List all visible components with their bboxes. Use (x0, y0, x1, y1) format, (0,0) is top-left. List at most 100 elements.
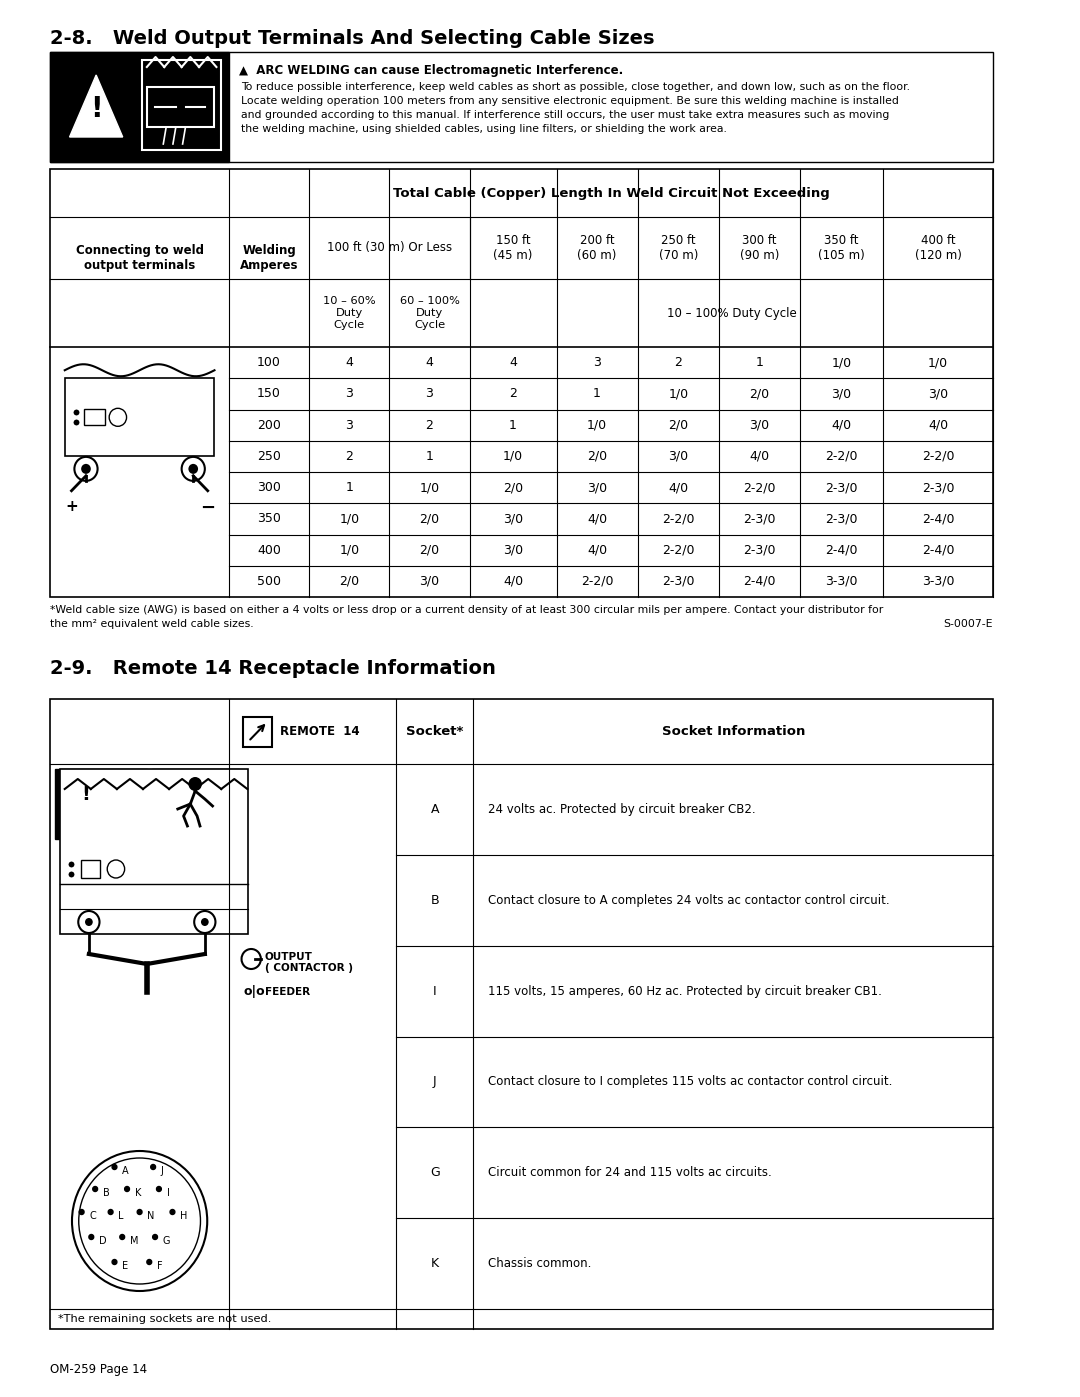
Text: 3/0: 3/0 (588, 481, 607, 495)
Text: 350 ft
(105 m): 350 ft (105 m) (819, 235, 865, 263)
Text: *The remaining sockets are not used.: *The remaining sockets are not used. (58, 1315, 271, 1324)
Bar (65, 379, 215, 457)
Text: 3/0: 3/0 (928, 387, 948, 401)
Circle shape (108, 1210, 113, 1214)
Text: 350: 350 (257, 513, 281, 525)
Text: 4/0: 4/0 (588, 513, 607, 525)
Text: 2-3/0: 2-3/0 (825, 513, 858, 525)
Text: 4/0: 4/0 (669, 481, 688, 495)
Text: 2: 2 (346, 450, 353, 462)
Text: OUTPUT: OUTPUT (265, 951, 312, 963)
Text: 4: 4 (509, 356, 517, 369)
Text: 400: 400 (257, 543, 281, 556)
Bar (81, 861, 100, 877)
Text: 3/0: 3/0 (750, 419, 769, 432)
Text: L: L (119, 1211, 124, 1221)
Text: K: K (135, 1187, 141, 1199)
Circle shape (147, 1260, 151, 1264)
Text: ( CONTACTOR ): ( CONTACTOR ) (265, 963, 353, 972)
Circle shape (124, 1186, 130, 1192)
Text: 3: 3 (346, 419, 353, 432)
Text: 1/0: 1/0 (339, 513, 360, 525)
Text: 2-4/0: 2-4/0 (922, 513, 955, 525)
Text: 4/0: 4/0 (588, 543, 607, 556)
Polygon shape (62, 773, 110, 805)
Text: 2/0: 2/0 (339, 576, 360, 588)
Circle shape (188, 464, 198, 474)
Text: J: J (433, 1076, 436, 1088)
Text: 4: 4 (346, 356, 353, 369)
Text: Welding
Amperes: Welding Amperes (240, 244, 298, 272)
Text: 1: 1 (593, 387, 602, 401)
Text: 10 – 60%
Duty
Cycle: 10 – 60% Duty Cycle (323, 296, 376, 330)
Text: OM-259 Page 14: OM-259 Page 14 (51, 1362, 147, 1376)
Text: 2-3/0: 2-3/0 (922, 481, 955, 495)
Text: N: N (147, 1211, 154, 1221)
Text: 400 ft
(120 m): 400 ft (120 m) (915, 235, 961, 263)
Text: C: C (90, 1211, 96, 1221)
Bar (151, 768, 239, 840)
Text: I: I (166, 1187, 170, 1199)
Text: 2-3/0: 2-3/0 (743, 513, 775, 525)
Text: 2/0: 2/0 (419, 513, 440, 525)
Text: 4/0: 4/0 (750, 450, 769, 462)
Text: 1/0: 1/0 (928, 356, 948, 369)
Text: 500: 500 (257, 576, 281, 588)
Text: REMOTE  14: REMOTE 14 (280, 725, 360, 738)
Bar (147, 87, 215, 127)
Text: 100 ft (30 m) Or Less: 100 ft (30 m) Or Less (327, 242, 451, 254)
Text: !: ! (90, 95, 103, 123)
Text: the mm² equivalent weld cable sizes.: the mm² equivalent weld cable sizes. (51, 619, 254, 629)
Text: Socket Information: Socket Information (662, 725, 805, 738)
Text: 1: 1 (756, 356, 764, 369)
Text: To reduce possible interference, keep weld cables as short as possible, close to: To reduce possible interference, keep we… (241, 82, 909, 92)
Circle shape (137, 1210, 143, 1214)
Text: G: G (163, 1236, 171, 1246)
Text: 250 ft
(70 m): 250 ft (70 m) (659, 235, 698, 263)
Text: 2-4/0: 2-4/0 (825, 543, 858, 556)
Text: 2-3/0: 2-3/0 (743, 543, 775, 556)
Text: 2-2/0: 2-2/0 (922, 450, 955, 462)
Text: Chassis common.: Chassis common. (488, 1257, 591, 1270)
Text: 2-2/0: 2-2/0 (743, 481, 775, 495)
Text: *Weld cable size (AWG) is based on either a 4 volts or less drop or a current de: *Weld cable size (AWG) is based on eithe… (51, 605, 883, 615)
Text: 3: 3 (426, 387, 433, 401)
Circle shape (85, 918, 93, 926)
Text: 1/0: 1/0 (503, 450, 523, 462)
Text: 1: 1 (426, 450, 433, 462)
Text: 300 ft
(90 m): 300 ft (90 m) (740, 235, 779, 263)
Text: 24 volts ac. Protected by circuit breaker CB2.: 24 volts ac. Protected by circuit breake… (488, 803, 756, 816)
Text: K: K (431, 1257, 438, 1270)
Text: B: B (103, 1187, 110, 1199)
Text: 10 – 100% Duty Cycle: 10 – 100% Duty Cycle (666, 306, 796, 320)
Text: B: B (431, 894, 440, 907)
Circle shape (170, 1210, 175, 1214)
Text: Circuit common for 24 and 115 volts ac circuits.: Circuit common for 24 and 115 volts ac c… (488, 1166, 771, 1179)
Bar (51, 52, 229, 162)
Text: the welding machine, using shielded cables, using line filters, or shielding the: the welding machine, using shielded cabl… (241, 124, 727, 134)
Text: 3: 3 (346, 387, 353, 401)
Text: FEEDER: FEEDER (265, 988, 310, 997)
Circle shape (93, 1186, 97, 1192)
Circle shape (152, 1235, 158, 1239)
Text: 2/0: 2/0 (588, 450, 607, 462)
Text: 200 ft
(60 m): 200 ft (60 m) (578, 235, 617, 263)
Text: 2/0: 2/0 (503, 481, 523, 495)
Text: 2-4/0: 2-4/0 (743, 576, 775, 588)
Text: 250: 250 (257, 450, 281, 462)
Text: 3/0: 3/0 (503, 543, 523, 556)
Text: 3/0: 3/0 (503, 513, 523, 525)
Text: 2/0: 2/0 (750, 387, 769, 401)
Text: A: A (431, 803, 440, 816)
Bar (51, 698, 994, 1329)
Text: 100: 100 (257, 356, 281, 369)
Text: M: M (130, 1236, 138, 1246)
Text: 1/0: 1/0 (419, 481, 440, 495)
Text: 2: 2 (674, 356, 683, 369)
Text: 3/0: 3/0 (832, 387, 852, 401)
Text: F: F (157, 1261, 163, 1271)
Circle shape (188, 777, 202, 791)
Text: A: A (122, 1166, 129, 1176)
Bar (84, 409, 106, 425)
Text: 1/0: 1/0 (669, 387, 688, 401)
